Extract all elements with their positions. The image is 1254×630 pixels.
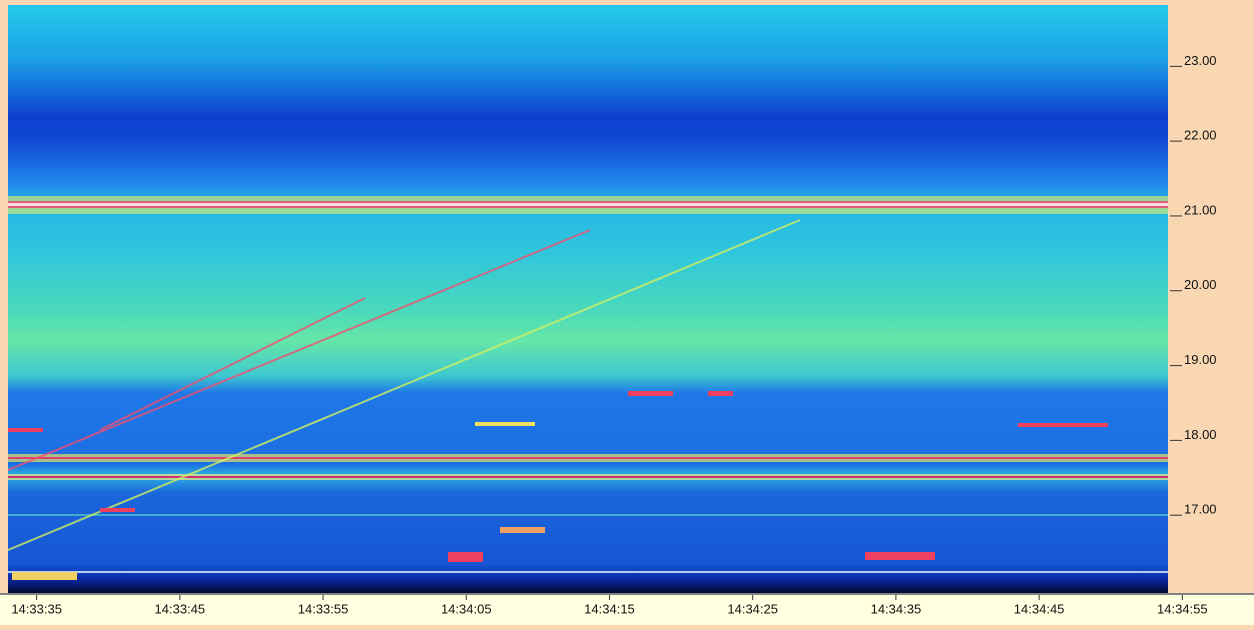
y-tick-label: 23.00: [1184, 53, 1217, 68]
y-tick-label: 21.00: [1184, 202, 1217, 217]
y-tick-label: 18.00: [1184, 427, 1217, 442]
y-tick-label: 17.00: [1184, 502, 1217, 517]
y-tick-label: 19.00: [1184, 352, 1217, 367]
x-tick-label: 14:33:35: [11, 601, 62, 616]
y-tick-label: 22.00: [1184, 128, 1217, 143]
page: {"chart_data": {"type": "spectrogram", "…: [0, 0, 1254, 625]
x-tick-label: 14:33:55: [298, 601, 349, 616]
x-tick-label: 14:34:55: [1157, 601, 1208, 616]
x-tick-label: 14:34:35: [871, 601, 922, 616]
x-tick-label: 14:34:15: [584, 601, 635, 616]
x-tick-label: 14:33:45: [155, 601, 206, 616]
x-tick-label: 14:34:45: [1014, 601, 1065, 616]
chart: 17.00 18.00 19.00 20.00 21.00 22.00 23.00 14:33…: [0, 0, 1254, 625]
x-tick-label: 14:34:05: [441, 601, 492, 616]
x-tick-label: 14:34:25: [727, 601, 778, 616]
y-tick-label: 20.00: [1184, 277, 1217, 292]
spectrogram-area: [8, 5, 1168, 593]
axis-line: [0, 593, 1254, 595]
